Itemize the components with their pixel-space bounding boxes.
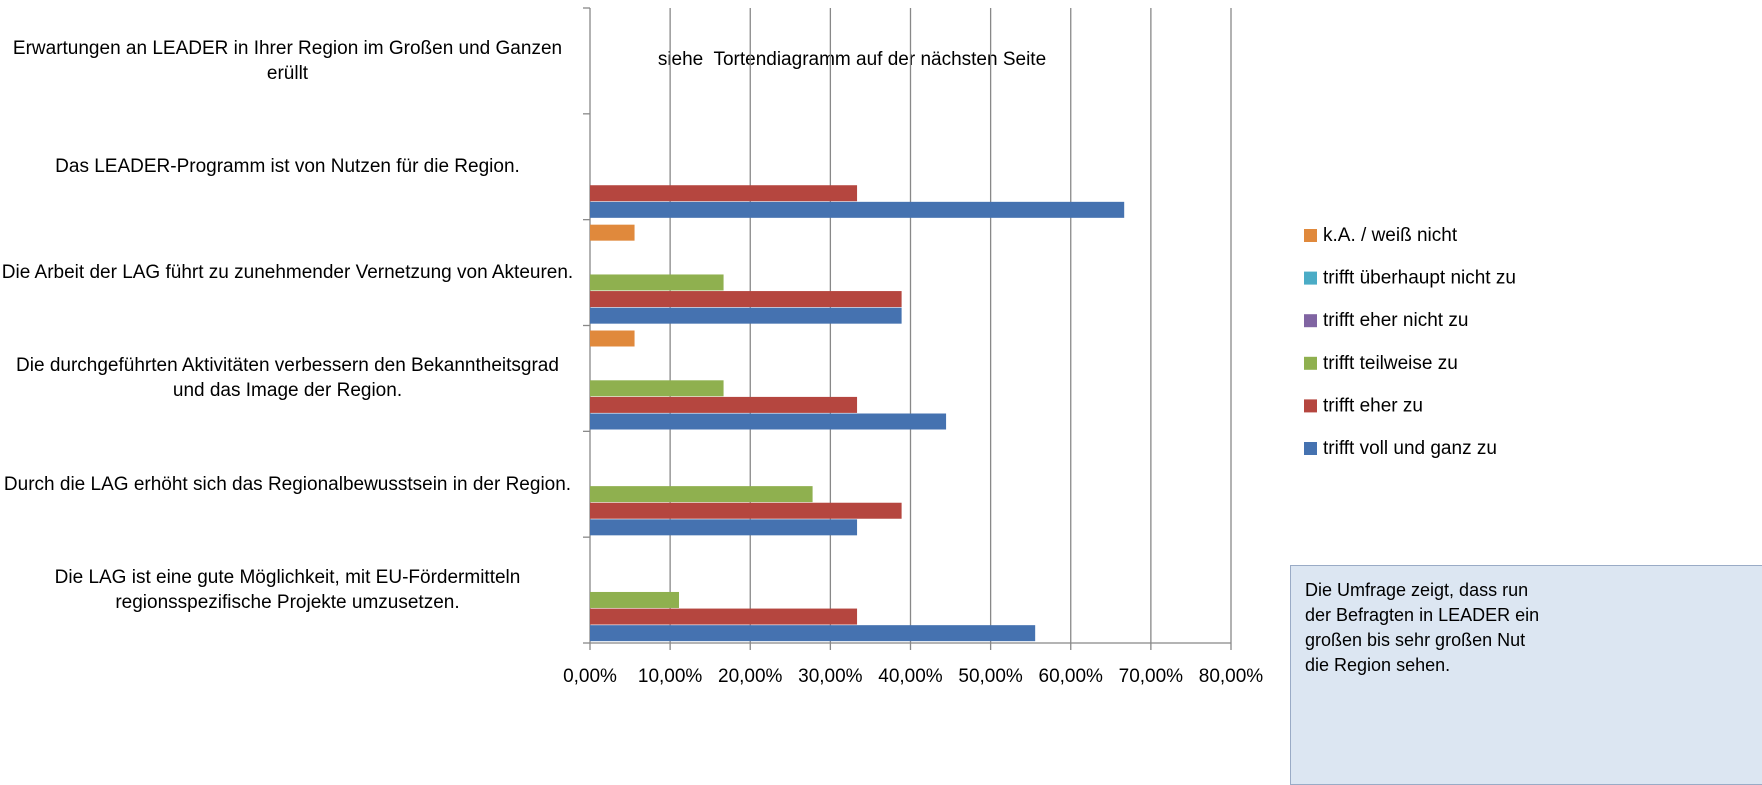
category-label: Die Arbeit der LAG führt zu zunehmender …	[1, 262, 574, 284]
category-label: Die durchgeführten Aktivitäten verbesser…	[16, 355, 559, 402]
bar	[590, 185, 858, 202]
bar	[590, 201, 1125, 218]
bar	[590, 413, 947, 430]
legend-swatch	[1304, 399, 1317, 413]
note-line: Die Umfrage zeigt, dass run	[1305, 580, 1529, 600]
legend-label: trifft teilweise zu	[1323, 353, 1458, 374]
legend-label: trifft eher zu	[1323, 395, 1423, 416]
legend-swatch	[1304, 271, 1317, 285]
x-tick-label: 70,00%	[1119, 666, 1184, 687]
x-tick-label: 60,00%	[1039, 666, 1104, 687]
bar	[590, 396, 858, 413]
category-label: Durch die LAG erhöht sich das Regionalbe…	[3, 473, 572, 495]
legend-label: trifft überhaupt nicht zu	[1323, 268, 1516, 289]
note-line: großen bis sehr großen Nut	[1305, 630, 1526, 650]
x-tick-label: 40,00%	[878, 666, 943, 687]
legend-label: trifft eher nicht zu	[1323, 310, 1468, 331]
legend-label: k.A. / weiß nicht	[1323, 225, 1458, 246]
note-line: die Region sehen.	[1305, 655, 1451, 675]
x-tick-label: 10,00%	[638, 666, 703, 687]
note-box: Die Umfrage zeigt, dass run der Befragten…	[1290, 565, 1762, 785]
bar	[590, 291, 902, 308]
annotation: siehe Tortendiagramm auf der nächsten Se…	[658, 49, 1046, 70]
x-tick-label: 30,00%	[798, 666, 863, 687]
x-tick-label: 20,00%	[718, 666, 783, 687]
legend-swatch	[1304, 356, 1317, 370]
bar	[590, 380, 724, 397]
category-label: Das LEADER-Programm ist von Nutzen für d…	[55, 156, 520, 178]
bar	[590, 502, 902, 519]
bar	[590, 307, 902, 324]
bar	[590, 591, 680, 608]
bar	[590, 274, 724, 291]
note-line: der Befragten in LEADER ein	[1305, 605, 1540, 625]
bar	[590, 330, 635, 347]
x-tick-label: 0,00%	[563, 666, 617, 687]
category-label: Die LAG ist eine gute Möglichkeit, mit E…	[54, 567, 521, 614]
bar	[590, 608, 858, 625]
x-tick-label: 80,00%	[1199, 666, 1264, 687]
bar	[590, 625, 1036, 642]
bar	[590, 519, 858, 536]
x-tick-label: 50,00%	[958, 666, 1023, 687]
bar	[590, 224, 635, 241]
bar	[590, 486, 813, 503]
legend-swatch	[1304, 229, 1317, 242]
legend-swatch	[1304, 442, 1317, 455]
legend-label: trifft voll und ganz zu	[1323, 438, 1497, 459]
legend-swatch	[1304, 314, 1317, 328]
category-label: Erwartungen an LEADER in Ihrer Region im…	[12, 37, 563, 84]
